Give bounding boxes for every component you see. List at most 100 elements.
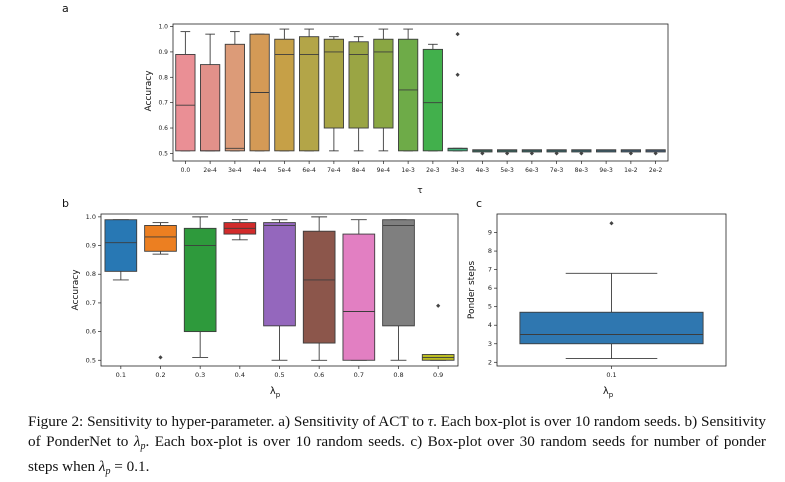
box-body bbox=[183, 227, 217, 333]
x-tick-label: 0.8 bbox=[393, 371, 403, 379]
caption-tau: τ bbox=[427, 413, 434, 430]
box-body bbox=[224, 43, 245, 152]
caption-text-3: . Each box-plot is over 10 random seeds.… bbox=[28, 433, 766, 475]
y-tick-label: 6 bbox=[488, 284, 492, 292]
box-body bbox=[175, 53, 196, 152]
box-body bbox=[274, 38, 295, 152]
x-tick-label: 4e-3 bbox=[476, 167, 490, 174]
panel-b-ylabel: Accuracy bbox=[71, 269, 81, 311]
caption-lambda-2: λ bbox=[98, 458, 106, 475]
box-body bbox=[382, 219, 415, 327]
panel-c-plot: 2 3 4 5 6 7 8 9 0.1 bbox=[488, 221, 704, 379]
box-body bbox=[323, 38, 344, 129]
box-body bbox=[104, 219, 138, 272]
x-tick-label: 5e-3 bbox=[500, 167, 514, 174]
x-tick-label: 2e-3 bbox=[426, 167, 440, 174]
box-body bbox=[398, 38, 419, 152]
panel-c-ylabel: Ponder steps bbox=[467, 261, 477, 320]
box-body bbox=[422, 48, 443, 152]
box-outlier bbox=[653, 151, 658, 156]
x-tick-label: 2e-4 bbox=[203, 167, 217, 174]
box-outlier bbox=[554, 151, 559, 156]
box-outlier bbox=[480, 151, 485, 156]
x-tick-label: 0.1 bbox=[116, 371, 126, 379]
x-tick-label: 0.5 bbox=[274, 371, 284, 379]
panel-a: a 0.5 0.6 0.7 0.8 0.9 1.0 0.0 2e-4 3e-4 4e-4 5e-4 6… bbox=[62, 2, 669, 196]
caption-sub-1: p bbox=[140, 441, 146, 452]
figure: a 0.5 0.6 0.7 0.8 0.9 1.0 0.0 2e-4 3e-4 4e-4 5e-4 6… bbox=[62, 2, 727, 399]
panel-b-xlabel: λp bbox=[270, 386, 281, 399]
box-outlier bbox=[529, 151, 534, 156]
caption-label: Figure 2: bbox=[28, 413, 84, 430]
x-tick-label: 0.9 bbox=[433, 371, 443, 379]
y-tick-label: 0.6 bbox=[158, 125, 168, 132]
panel-b-plot: 0.5 0.6 0.7 0.8 0.9 1.0 0.1 0.2 0.3 0.4 0.5 0.6 0.7 0… bbox=[86, 213, 455, 379]
x-tick-label: 9e-4 bbox=[377, 167, 391, 174]
y-tick-label: 0.8 bbox=[86, 270, 96, 278]
caption-text-1: Sensitivity to hyper-parameter. a) Sensi… bbox=[83, 413, 428, 430]
box-outlier bbox=[579, 151, 584, 156]
x-tick-label: 2e-2 bbox=[649, 167, 663, 174]
x-tick-label: 6e-3 bbox=[525, 167, 539, 174]
x-tick-label: 6e-4 bbox=[302, 167, 316, 174]
box-outlier bbox=[455, 72, 460, 77]
y-tick-label: 9 bbox=[488, 229, 492, 237]
caption-text-4: = 0.1. bbox=[110, 458, 150, 475]
x-tick-label: 4e-4 bbox=[253, 167, 267, 174]
y-tick-label: 0.7 bbox=[86, 299, 96, 307]
x-tick-label: 8e-3 bbox=[575, 167, 589, 174]
box-outlier bbox=[609, 221, 614, 226]
panel-c-xlabel: λp bbox=[603, 386, 614, 399]
x-tick-label: 7e-3 bbox=[550, 167, 564, 174]
x-tick-label: 0.0 bbox=[181, 167, 191, 174]
x-tick-label: 5e-4 bbox=[278, 167, 292, 174]
panel-c: c 2 3 4 5 6 7 8 9 0.1 Ponder steps λp bbox=[467, 197, 727, 399]
x-tick-label: 7e-4 bbox=[327, 167, 341, 174]
y-tick-label: 2 bbox=[488, 358, 492, 366]
caption-lambda-1: λ bbox=[133, 433, 141, 450]
panel-a-frame bbox=[172, 23, 669, 162]
box-body bbox=[299, 36, 320, 152]
box-outlier bbox=[628, 151, 633, 156]
box-outlier bbox=[455, 32, 460, 37]
y-tick-label: 1.0 bbox=[158, 24, 168, 31]
x-tick-label: 0.6 bbox=[314, 371, 324, 379]
y-tick-label: 0.5 bbox=[86, 356, 96, 364]
y-tick-label: 0.8 bbox=[158, 74, 168, 81]
box-body bbox=[373, 38, 394, 129]
caption-text-2: . Each box-plot is over 10 random seeds.… bbox=[28, 413, 766, 450]
panel-a-xlabel: τ bbox=[417, 186, 422, 196]
panel-b: b 0.50.60.70.80.91.00.1 0.2 0.3 0.4 0.5 0.6 0.… bbox=[62, 197, 459, 399]
box-body bbox=[144, 225, 177, 252]
x-tick-label: 0.4 bbox=[235, 371, 245, 379]
box-body bbox=[200, 64, 221, 152]
x-tick-label: 1e-3 bbox=[401, 167, 415, 174]
x-tick-label: 9e-3 bbox=[599, 167, 613, 174]
y-tick-label: 0.9 bbox=[158, 49, 168, 56]
box-body bbox=[302, 230, 336, 344]
y-tick-label: 7 bbox=[488, 266, 492, 274]
panel-c-letter: c bbox=[476, 197, 482, 210]
figure-caption: Figure 2: Sensitivity to hyper-parameter… bbox=[28, 412, 766, 482]
y-tick-label: 5 bbox=[488, 303, 492, 311]
box-outlier bbox=[436, 303, 441, 308]
x-tick-label: 8e-4 bbox=[352, 167, 366, 174]
y-tick-label: 4 bbox=[488, 321, 492, 329]
box-outlier bbox=[158, 355, 163, 360]
x-tick-label: 3e-4 bbox=[228, 167, 242, 174]
panel-a-letter: a bbox=[62, 2, 69, 15]
x-tick-label: 3e-3 bbox=[451, 167, 465, 174]
y-tick-label: 0.5 bbox=[158, 150, 168, 157]
caption-sub-2: p bbox=[105, 466, 111, 477]
panel-a-ylabel: Accuracy bbox=[144, 70, 154, 112]
panel-a-plot: 0.5 0.6 0.7 0.8 0.9 1.0 0.0 2e-4 3e-4 4e-4 5e-4 6e-… bbox=[158, 24, 666, 174]
x-tick-label: 0.7 bbox=[354, 371, 364, 379]
y-tick-label: 0.9 bbox=[86, 242, 96, 250]
x-tick-label: 0.2 bbox=[155, 371, 165, 379]
box-body bbox=[263, 222, 296, 327]
y-tick-label: 0.7 bbox=[158, 100, 168, 107]
y-tick-label: 8 bbox=[488, 247, 492, 255]
box-body bbox=[519, 311, 704, 345]
y-tick-label: 1.0 bbox=[86, 213, 96, 221]
box-body bbox=[348, 41, 369, 129]
